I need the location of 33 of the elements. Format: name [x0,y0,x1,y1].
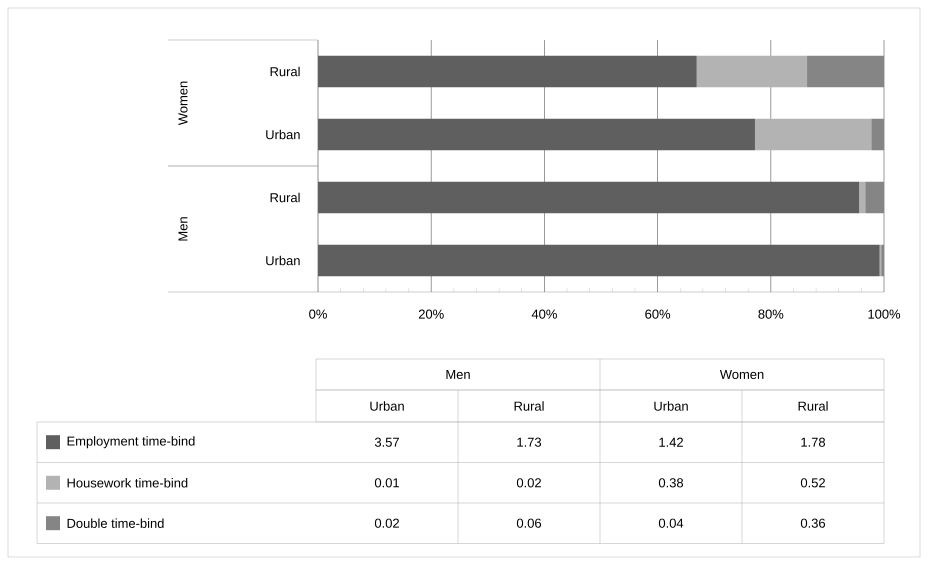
y-tick-label: Urban [266,130,300,140]
category-label: Urban [370,401,404,411]
text: 3.57 [374,438,399,447]
x-tick-label: 100% [868,310,900,319]
x-tick-label: 60% [645,310,670,319]
x-tick-label: 40% [532,310,557,319]
x-tick-label: 80% [758,310,784,319]
text: 0.38 [658,478,684,488]
text: Women [720,370,764,380]
text: 0.36 [800,518,826,528]
text: 0.04 [658,518,684,528]
text: Women [178,82,188,126]
text: Men [178,217,188,241]
category-label: Urban [654,401,688,411]
category-label: Rural [514,401,544,411]
text: 0.52 [800,478,825,488]
text: Men [446,370,470,380]
text: 0.06 [516,518,542,528]
y-tick-label: Urban [266,256,300,266]
text: 1.73 [517,438,542,447]
text: 0.02 [516,478,541,488]
text: 1.42 [659,438,683,447]
legend-label: Employment time-bind [68,436,195,448]
text: 0.02 [374,518,399,528]
y-tick-label: Rural [270,192,300,202]
category-label: Rural [798,401,828,411]
x-tick-label: 0% [309,310,327,319]
legend-label: Double time-bind [68,518,164,528]
text: 1.78 [801,438,826,447]
text: 0.01 [374,478,399,488]
legend-label: Housework time-bind [68,478,188,488]
x-tick-label: 20% [418,310,444,319]
y-tick-label: Rural [270,66,300,76]
